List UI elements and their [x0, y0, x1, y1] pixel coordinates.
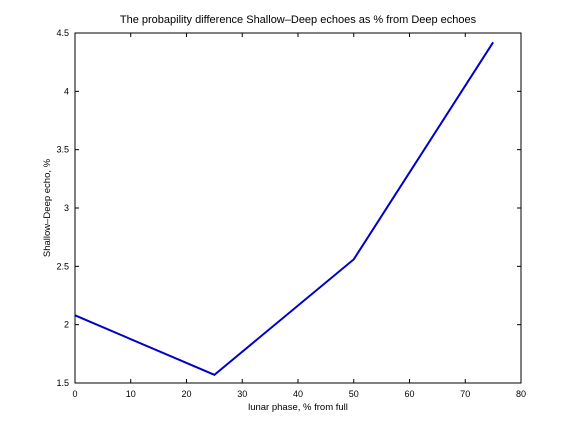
plot-frame: [74, 32, 522, 384]
y-tick-label: 3.5: [56, 145, 69, 155]
y-tick-label: 3: [64, 203, 69, 213]
y-tick-label: 1.5: [56, 378, 69, 388]
x-tick-label: 0: [72, 389, 77, 399]
x-tick-label: 80: [516, 389, 526, 399]
y-tick-label: 2: [64, 320, 69, 330]
x-tick-label: 40: [293, 389, 303, 399]
chart-title: The probapility difference Shallow–Deep …: [120, 14, 477, 26]
x-tick-label: 10: [126, 389, 136, 399]
y-tick-label: 4.5: [56, 28, 69, 38]
x-tick-label: 20: [181, 389, 191, 399]
y-tick-label: 2.5: [56, 261, 69, 271]
y-axis-label: Shallow–Deep echo, %: [42, 158, 53, 257]
plot-area: [75, 33, 521, 383]
x-tick-label: 70: [460, 389, 470, 399]
series-line: [74, 41, 494, 376]
x-tick-label: 30: [237, 389, 247, 399]
series-layer: [74, 41, 494, 376]
x-axis-label: lunar phase, % from full: [248, 402, 348, 413]
x-tick-label: 60: [404, 389, 414, 399]
y-tick-label: 4: [64, 86, 69, 96]
x-tick-label: 50: [349, 389, 359, 399]
